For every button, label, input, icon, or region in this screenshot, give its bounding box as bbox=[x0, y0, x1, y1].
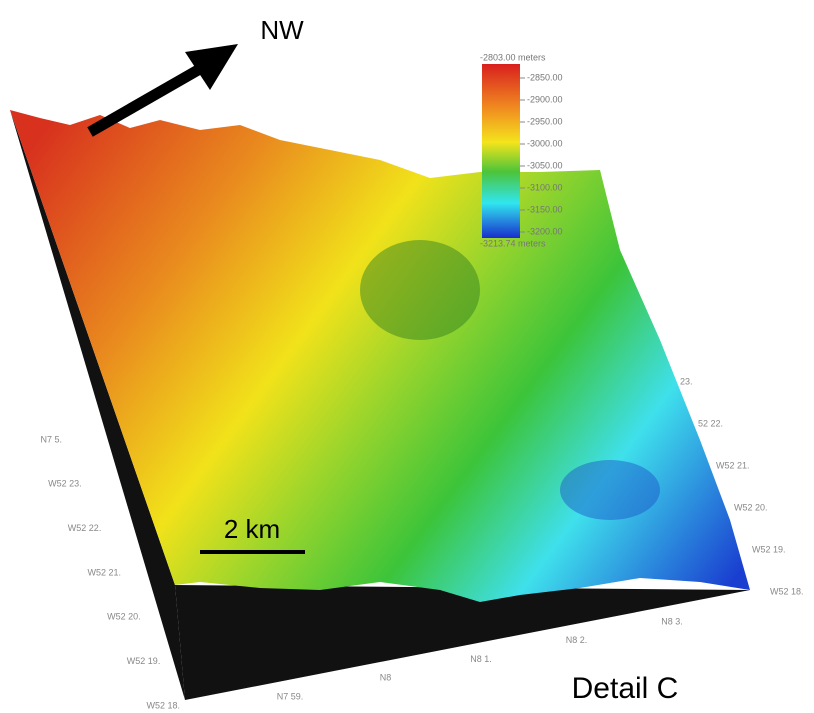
left-axis-label: W52 22. bbox=[68, 523, 102, 533]
front-axis-label: N8 bbox=[380, 673, 392, 683]
surface bbox=[10, 110, 750, 602]
terrain-figure: NW 2 km Detail C -2803.00 meters -3213.7… bbox=[0, 0, 814, 713]
colorbar-tick-label: -3000.00 bbox=[527, 138, 563, 148]
left-axis-label: W52 20. bbox=[107, 612, 141, 622]
direction-label: NW bbox=[260, 15, 304, 45]
right-axis-label: 52 22. bbox=[698, 418, 723, 428]
colorbar-tick-label: -3050.00 bbox=[527, 160, 563, 170]
depression bbox=[360, 240, 480, 340]
caption: Detail C bbox=[572, 672, 679, 705]
front-axis-label: N7 59. bbox=[277, 691, 304, 701]
left-axis-label: W52 21. bbox=[87, 567, 121, 577]
left-axis-label: N7 5. bbox=[40, 434, 62, 444]
colorbar-tick-label: -2900.00 bbox=[527, 94, 563, 104]
colorbar-bottom: -3213.74 meters bbox=[480, 238, 546, 248]
north-arrow: NW bbox=[90, 15, 304, 132]
front-axis-label: N8 1. bbox=[470, 654, 492, 664]
left-axis-label: W52 19. bbox=[127, 656, 161, 666]
colorbar-tick-label: -2850.00 bbox=[527, 72, 563, 82]
right-axis-label: W52 21. bbox=[716, 460, 750, 470]
colorbar-ramp bbox=[482, 64, 520, 238]
front-axis-label: N8 3. bbox=[661, 616, 683, 626]
colorbar-tick-label: -3150.00 bbox=[527, 204, 563, 214]
right-axis-label: W52 18. bbox=[770, 586, 804, 596]
colorbar-tick-label: -3100.00 bbox=[527, 182, 563, 192]
depression bbox=[560, 460, 660, 520]
colorbar-tick-label: -3200.00 bbox=[527, 226, 563, 236]
colorbar-top: -2803.00 meters bbox=[480, 52, 546, 62]
right-axis-label: W52 19. bbox=[752, 544, 786, 554]
left-axis-label: W52 23. bbox=[48, 479, 82, 489]
right-axis-label: W52 20. bbox=[734, 502, 768, 512]
left-axis-label: W52 18. bbox=[146, 700, 180, 710]
colorbar-tick-label: -2950.00 bbox=[527, 116, 563, 126]
front-axis-label: N8 2. bbox=[566, 635, 588, 645]
right-axis-label: 23. bbox=[680, 376, 693, 386]
scale-label: 2 km bbox=[224, 514, 280, 544]
